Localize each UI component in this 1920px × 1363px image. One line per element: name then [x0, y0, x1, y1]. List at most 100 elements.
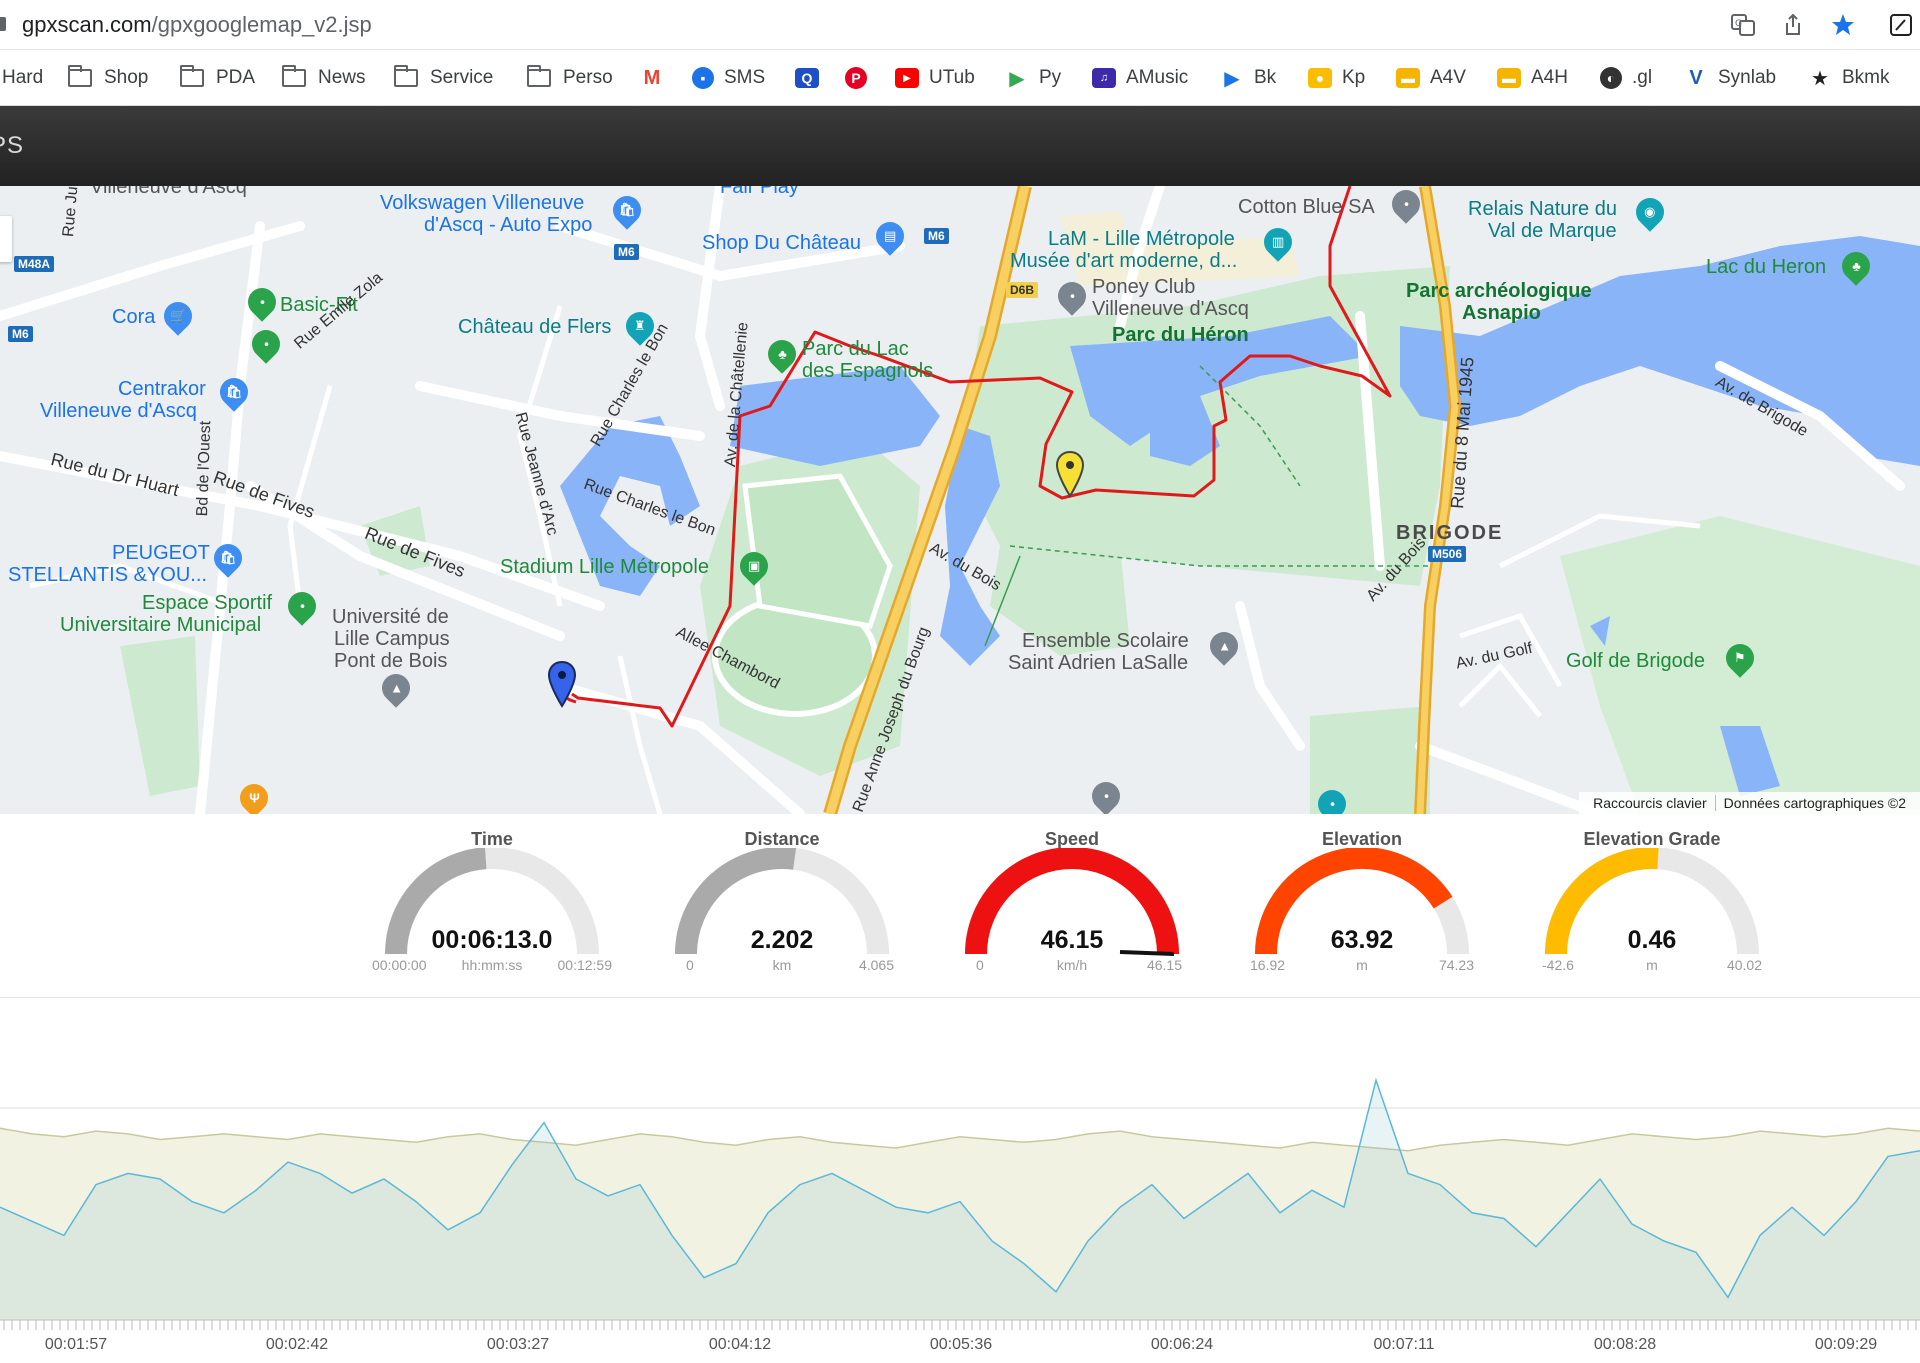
music-icon: ♫	[1092, 68, 1116, 88]
address-bar[interactable]: gpxscan.com/gpxgooglemap_v2.jsp G	[0, 0, 1920, 50]
bookmark-label: Kp	[1342, 67, 1366, 88]
profile-chart[interactable]: 00:01:57 00:02:42 00:03:27 00:04:12 00:05:36…	[0, 998, 1920, 1363]
keyboard-shortcuts-link[interactable]: Raccourcis clavier	[1593, 795, 1707, 811]
gauge-unit: km/h	[1056, 957, 1088, 973]
bookmark-shop[interactable]: Shop	[68, 64, 148, 92]
start-marker-icon[interactable]	[546, 660, 578, 710]
slides-icon: ▬	[1497, 68, 1521, 88]
q-icon: Q	[795, 68, 819, 88]
gauge-dial	[1255, 848, 1469, 955]
bookmark-utub[interactable]: ▶ UTub	[895, 64, 975, 92]
road-shield: D6B	[1006, 282, 1039, 298]
gauge-unit: km	[772, 957, 792, 973]
current-position-marker-icon[interactable]	[1054, 450, 1086, 500]
map-view[interactable]: Villeneuve d'Ascq Rue Jules Volkswagen V…	[0, 186, 1920, 814]
edit-icon[interactable]	[1888, 12, 1914, 38]
folder-icon	[180, 65, 204, 87]
bookmark-py[interactable]: ▶ Py	[1005, 64, 1061, 92]
bookmark-a4h[interactable]: ▬ A4H	[1497, 64, 1568, 92]
bookmark-pinterest[interactable]: P	[845, 64, 877, 92]
bookmark-bkmk[interactable]: ★ Bkmk	[1808, 64, 1889, 92]
gauge-min: -42.6	[1542, 957, 1574, 973]
bookmark-synlab[interactable]: V Synlab	[1684, 64, 1776, 92]
bookmark-a4v[interactable]: ▬ A4V	[1396, 64, 1466, 92]
poi-label: Villeneuve d'Ascq	[40, 400, 197, 422]
gauge-dial	[675, 848, 889, 955]
bookmark-label: A4V	[1430, 67, 1466, 88]
gauge-speed: Speed 46.15 0 km/h 46.15	[952, 814, 1192, 998]
folder-icon	[527, 65, 551, 87]
gauge-needle	[1119, 950, 1175, 956]
profile-chart-canvas	[0, 1077, 1920, 1330]
gauge-max: 74.23	[1438, 957, 1474, 973]
poi-label: Volkswagen Villeneuve	[380, 192, 585, 214]
bookmark-star-icon[interactable]	[1830, 12, 1856, 38]
gauge-min: 00:00:00	[372, 957, 427, 973]
poi-label: Lac du Heron	[1706, 256, 1827, 278]
gauge-unit: m	[1356, 957, 1368, 973]
road-shield: M6	[924, 228, 949, 244]
bookmark-label: Service	[430, 67, 494, 88]
map-fullscreen-button[interactable]	[0, 216, 12, 262]
app-title: PS	[0, 132, 25, 159]
bookmark-label: Perso	[563, 67, 613, 88]
bookmark-q[interactable]: Q	[795, 64, 829, 92]
bookmark-gl[interactable]: ◐ .gl	[1600, 64, 1652, 92]
bookmark-bk[interactable]: ▶ Bk	[1220, 64, 1276, 92]
bookmark-label: A4H	[1531, 67, 1568, 88]
bookmark-hard[interactable]: Hard	[2, 64, 43, 92]
poi-label: Stadium Lille Métropole	[500, 556, 709, 578]
bookmark-gmail[interactable]: M	[640, 64, 674, 92]
bookmark-label: Hard	[2, 67, 44, 88]
translate-icon[interactable]: G	[1730, 12, 1756, 38]
bookmark-label: PDA	[216, 67, 256, 88]
poi-label: Golf de Brigode	[1566, 650, 1705, 672]
bookmark-perso[interactable]: Perso	[527, 64, 613, 92]
road-shield: M6	[614, 244, 639, 260]
poi-label: Val de Marque	[1488, 220, 1617, 242]
x-tick-label: 00:05:36	[929, 1336, 993, 1353]
gmail-icon: M	[640, 67, 664, 89]
gauge-title: Speed	[1044, 829, 1100, 849]
gauge-elevation-grade: Elevation Grade 0.46 -42.6 m 40.02	[1532, 814, 1772, 998]
poi-label: STELLANTIS &YOU...	[8, 564, 207, 586]
bookmark-sms[interactable]: ▪ SMS	[692, 64, 765, 92]
bookmark-service[interactable]: Service	[394, 64, 493, 92]
poi-label: Fair Play	[720, 186, 799, 198]
bookmark-label: .gl	[1632, 67, 1653, 88]
bookmark-label: Shop	[104, 67, 149, 88]
poi-label: Parc du Héron	[1112, 324, 1249, 346]
poi-label: Relais Nature du	[1468, 198, 1617, 220]
poi-label: Espace Sportif	[142, 592, 273, 614]
gauge-elevation: Elevation 63.92 16.92 m 74.23	[1242, 814, 1482, 998]
gauge-title: Elevation	[1321, 829, 1403, 849]
gauge-value: 00:06:13.0	[431, 926, 553, 954]
star-icon: ★	[1811, 67, 1829, 90]
poi-label: Parc du Lac	[802, 338, 909, 360]
gauge-dial	[385, 848, 599, 955]
poi-label: d'Ascq - Auto Expo	[424, 214, 593, 236]
poi-label: Pont de Bois	[334, 650, 448, 672]
gauge-max: 40.02	[1726, 957, 1762, 973]
globe-icon: ◐	[1600, 67, 1622, 89]
gauge-title: Elevation Grade	[1583, 829, 1721, 849]
url-text[interactable]: gpxscan.com/gpxgooglemap_v2.jsp	[22, 12, 372, 38]
lock-icon[interactable]	[0, 17, 6, 31]
gauge-max: 4.065	[858, 957, 894, 973]
url-path: /gpxgooglemap_v2.jsp	[151, 12, 372, 37]
bookmark-pda[interactable]: PDA	[180, 64, 255, 92]
poi-label: Villeneuve d'Ascq	[1092, 298, 1249, 320]
bookmark-kp[interactable]: ● Kp	[1308, 64, 1365, 92]
bookmark-news[interactable]: News	[282, 64, 366, 92]
poi-label: Universitaire Municipal	[60, 614, 262, 636]
bookmark-amusic[interactable]: ♫ AMusic	[1092, 64, 1188, 92]
poi-label: Ensemble Scolaire	[1022, 630, 1189, 652]
gauge-unit: m	[1646, 957, 1658, 973]
map-data-attribution[interactable]: Données cartographiques ©2	[1714, 795, 1914, 811]
speed-line	[0, 1077, 1920, 1299]
x-tick-label: 00:09:29	[1814, 1336, 1878, 1353]
share-icon[interactable]	[1780, 12, 1806, 38]
bookmark-label: SMS	[724, 67, 766, 88]
speed-area	[0, 1080, 1920, 1320]
poi-label: LaM - Lille Métropole	[1048, 228, 1235, 250]
